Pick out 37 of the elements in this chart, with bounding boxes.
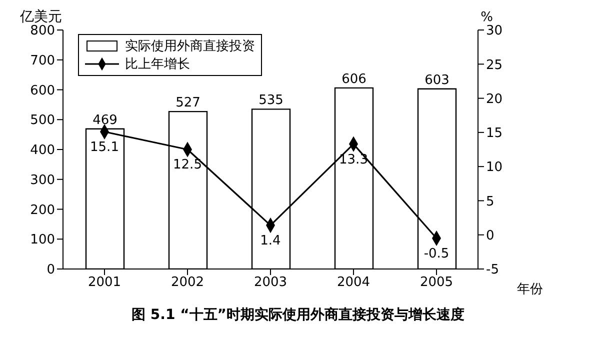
y-tick-label: 0 <box>46 262 55 278</box>
x-tick-label: 2002 <box>170 275 204 290</box>
y-tick-label: 400 <box>30 143 55 158</box>
data-label: 1.4 <box>260 234 281 249</box>
x-tick-label: 2005 <box>420 275 454 290</box>
data-label: 469 <box>92 112 118 128</box>
x-axis-title: 年份 <box>517 281 543 298</box>
x-tick-label: 2003 <box>254 275 288 290</box>
data-label: 535 <box>258 93 284 108</box>
x-tick-label: 2001 <box>88 275 122 290</box>
data-label: 527 <box>176 96 200 111</box>
y2-tick-label: 25 <box>486 58 503 73</box>
y-tick-label: 800 <box>30 24 55 39</box>
y2-tick-label: 5 <box>486 194 494 210</box>
legend-label: 实际使用外商直接投资 <box>125 38 255 55</box>
y-axis-title: 亿美元 <box>20 8 62 25</box>
x-tick-label: 2004 <box>336 275 370 290</box>
y2-tick-label: 20 <box>486 92 503 107</box>
y-tick-label: 500 <box>30 113 55 128</box>
y2-tick-label: 30 <box>486 24 503 39</box>
y-tick-label: 600 <box>30 83 55 98</box>
y-tick-label: 200 <box>30 202 55 218</box>
data-label: 12.5 <box>173 158 202 173</box>
data-label: 606 <box>342 72 366 87</box>
y2-tick-label: 15 <box>486 126 503 142</box>
y-tick-label: 700 <box>30 53 55 68</box>
y2-tick-label: 0 <box>486 228 494 244</box>
y2-axis-title: % <box>480 10 493 25</box>
y2-tick-label: 10 <box>486 160 503 176</box>
data-label: -0.5 <box>424 246 450 262</box>
data-label: 15.1 <box>90 140 119 155</box>
legend-label: 比上年增长 <box>125 56 190 73</box>
y-tick-label: 300 <box>30 172 55 188</box>
text: 图 5.1 “十五”时期实际使用外商直接投资与增长速度 <box>130 306 466 324</box>
y-tick-label: 100 <box>30 232 55 248</box>
y2-tick-label: -5 <box>486 262 499 278</box>
data-label: 603 <box>424 72 450 88</box>
